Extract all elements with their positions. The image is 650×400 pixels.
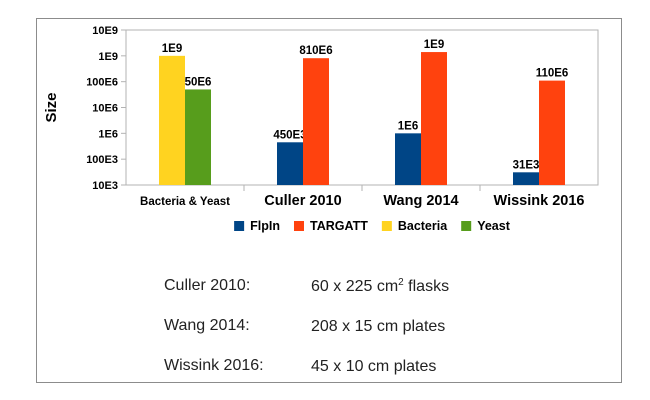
- note-value: 208 x 15 cm plates: [311, 318, 446, 335]
- legend-label-flpin: FlpIn: [250, 219, 280, 233]
- y-tick-label: 1E6: [98, 128, 118, 140]
- bar-yeast: [185, 89, 211, 185]
- data-label: 1E6: [398, 120, 418, 132]
- legend-swatch-flpin: [234, 221, 245, 231]
- y-tick-label: 10E9: [92, 25, 118, 37]
- note-key: Wang 2014:: [164, 317, 250, 334]
- data-label: 1E9: [424, 39, 444, 51]
- bar-flpin: [513, 172, 539, 185]
- x-tick-label: Wang 2014: [383, 193, 458, 209]
- legend-swatch-yeast: [461, 221, 472, 231]
- bar-bacteria: [159, 55, 185, 186]
- bar-targatt: [421, 52, 447, 186]
- x-tick-label: Culler 2010: [264, 193, 341, 209]
- y-tick-label: 10E6: [92, 103, 118, 115]
- legend-label-yeast: Yeast: [477, 219, 511, 233]
- legend-swatch-bacteria: [381, 221, 392, 231]
- data-label: 110E6: [536, 68, 569, 80]
- legend-label-bacteria: Bacteria: [398, 219, 448, 233]
- bar-targatt: [539, 80, 565, 185]
- bar-targatt: [303, 58, 329, 185]
- y-tick-label: 1E9: [98, 51, 118, 63]
- y-tick-label: 100E3: [86, 154, 118, 166]
- y-tick-label: 100E6: [86, 77, 118, 89]
- data-label: 50E6: [185, 76, 212, 88]
- figure-frame: [36, 18, 622, 383]
- note-key: Wissink 2016:: [164, 357, 264, 374]
- data-label: 1E9: [162, 43, 182, 55]
- legend-label-targatt: TARGATT: [310, 219, 368, 233]
- y-tick-label: 10E3: [92, 180, 118, 192]
- x-tick-label: Bacteria & Yeast: [140, 196, 230, 208]
- data-label: 31E3: [513, 159, 540, 171]
- data-label: 450E3: [273, 129, 306, 141]
- note-value: 45 x 10 cm plates: [311, 358, 437, 375]
- note-key: Culler 2010:: [164, 277, 251, 294]
- chart: 10E3 100E3 1E6 10E6 100E6 1E9 10E9 Size Bacteria…: [43, 25, 599, 233]
- x-tick-label: Wissink 2016: [494, 193, 585, 209]
- legend-swatch-targatt: [293, 221, 304, 231]
- y-axis-title: Size: [43, 92, 60, 122]
- data-label: 810E6: [299, 45, 332, 57]
- bar-flpin: [395, 133, 421, 185]
- bar-flpin: [277, 142, 303, 185]
- note-value: 60 x 225 cm2 flasks: [311, 277, 450, 295]
